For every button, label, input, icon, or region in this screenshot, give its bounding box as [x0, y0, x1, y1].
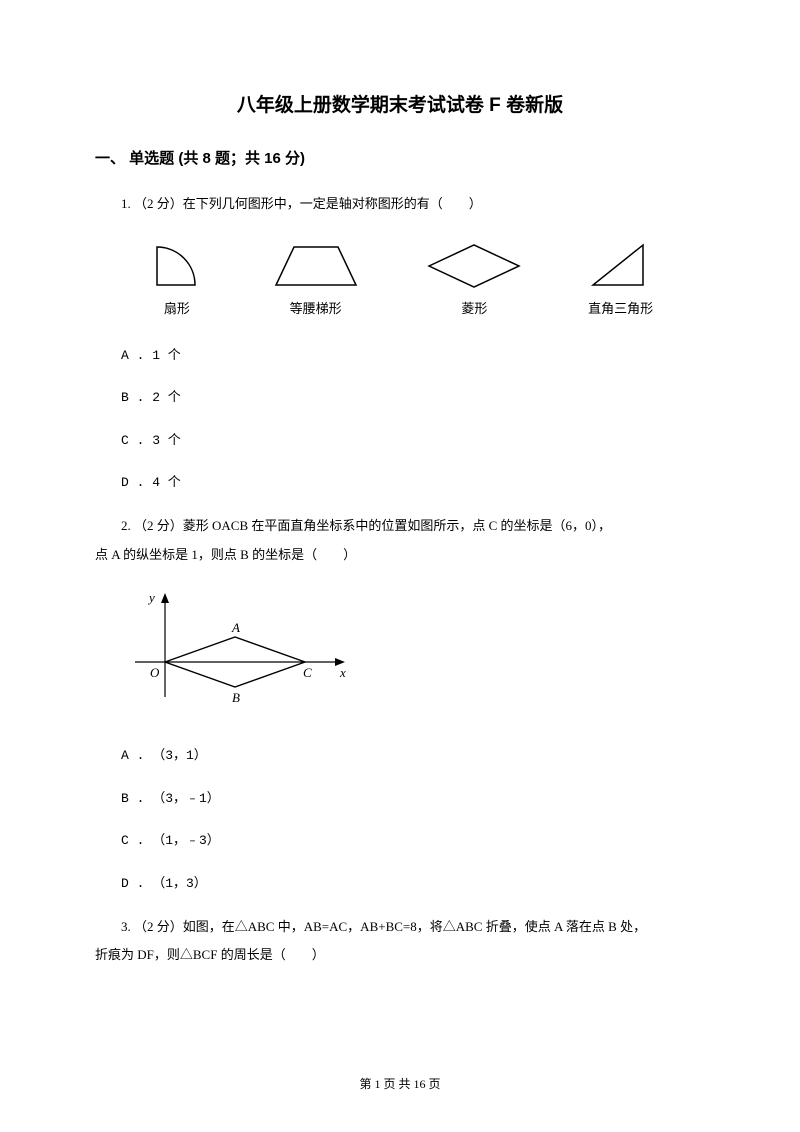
coordinate-rhombus-icon: y x O A C B [125, 587, 355, 717]
svg-text:O: O [150, 665, 160, 680]
shape-trapezoid: 等腰梯形 [266, 237, 366, 317]
q1-shapes: 扇形 等腰梯形 菱形 直角三角形 [105, 237, 695, 317]
shape-rhombus: 菱形 [419, 237, 529, 317]
q1-option-a: A . 1 个 [95, 342, 705, 371]
svg-text:C: C [303, 665, 312, 680]
shape-label-1: 扇形 [164, 298, 190, 317]
svg-text:B: B [232, 690, 240, 705]
svg-text:x: x [339, 665, 346, 680]
q2-diagram: y x O A C B [125, 587, 705, 722]
q2-option-b: B . （3，﹣1） [95, 785, 705, 814]
shape-label-2: 等腰梯形 [290, 298, 342, 317]
q2-option-d: D . （1，3） [95, 870, 705, 899]
svg-text:A: A [231, 620, 240, 635]
q1-option-b: B . 2 个 [95, 384, 705, 413]
shape-sector: 扇形 [142, 237, 212, 317]
right-triangle-icon [583, 237, 658, 292]
sector-icon [142, 237, 212, 292]
q2-option-a: A . （3，1） [95, 742, 705, 771]
q2-line1: 2. （2 分）菱形 OACB 在平面直角坐标系中的位置如图所示，点 C 的坐标… [95, 512, 705, 541]
page-footer: 第 1 页 共 16 页 [0, 1075, 800, 1092]
shape-right-triangle: 直角三角形 [583, 237, 658, 317]
q1-option-c: C . 3 个 [95, 427, 705, 456]
shape-label-4: 直角三角形 [588, 298, 653, 317]
q2-option-c: C . （1，﹣3） [95, 827, 705, 856]
shape-label-3: 菱形 [461, 298, 487, 317]
trapezoid-icon [266, 237, 366, 292]
q1-text: 1. （2 分）在下列几何图形中，一定是轴对称图形的有（ ） [95, 190, 705, 219]
svg-text:y: y [147, 590, 155, 605]
rhombus-icon [419, 237, 529, 292]
section-header: 一、 单选题 (共 8 题；共 16 分) [95, 147, 705, 168]
page-title: 八年级上册数学期末考试试卷 F 卷新版 [95, 90, 705, 117]
q1-option-d: D . 4 个 [95, 469, 705, 498]
q2-line2: 点 A 的纵坐标是 1，则点 B 的坐标是（ ） [95, 541, 705, 570]
q3-line1: 3. （2 分）如图，在△ABC 中，AB=AC，AB+BC=8，将△ABC 折… [95, 913, 705, 942]
q3-line2: 折痕为 DF，则△BCF 的周长是（ ） [95, 941, 705, 970]
